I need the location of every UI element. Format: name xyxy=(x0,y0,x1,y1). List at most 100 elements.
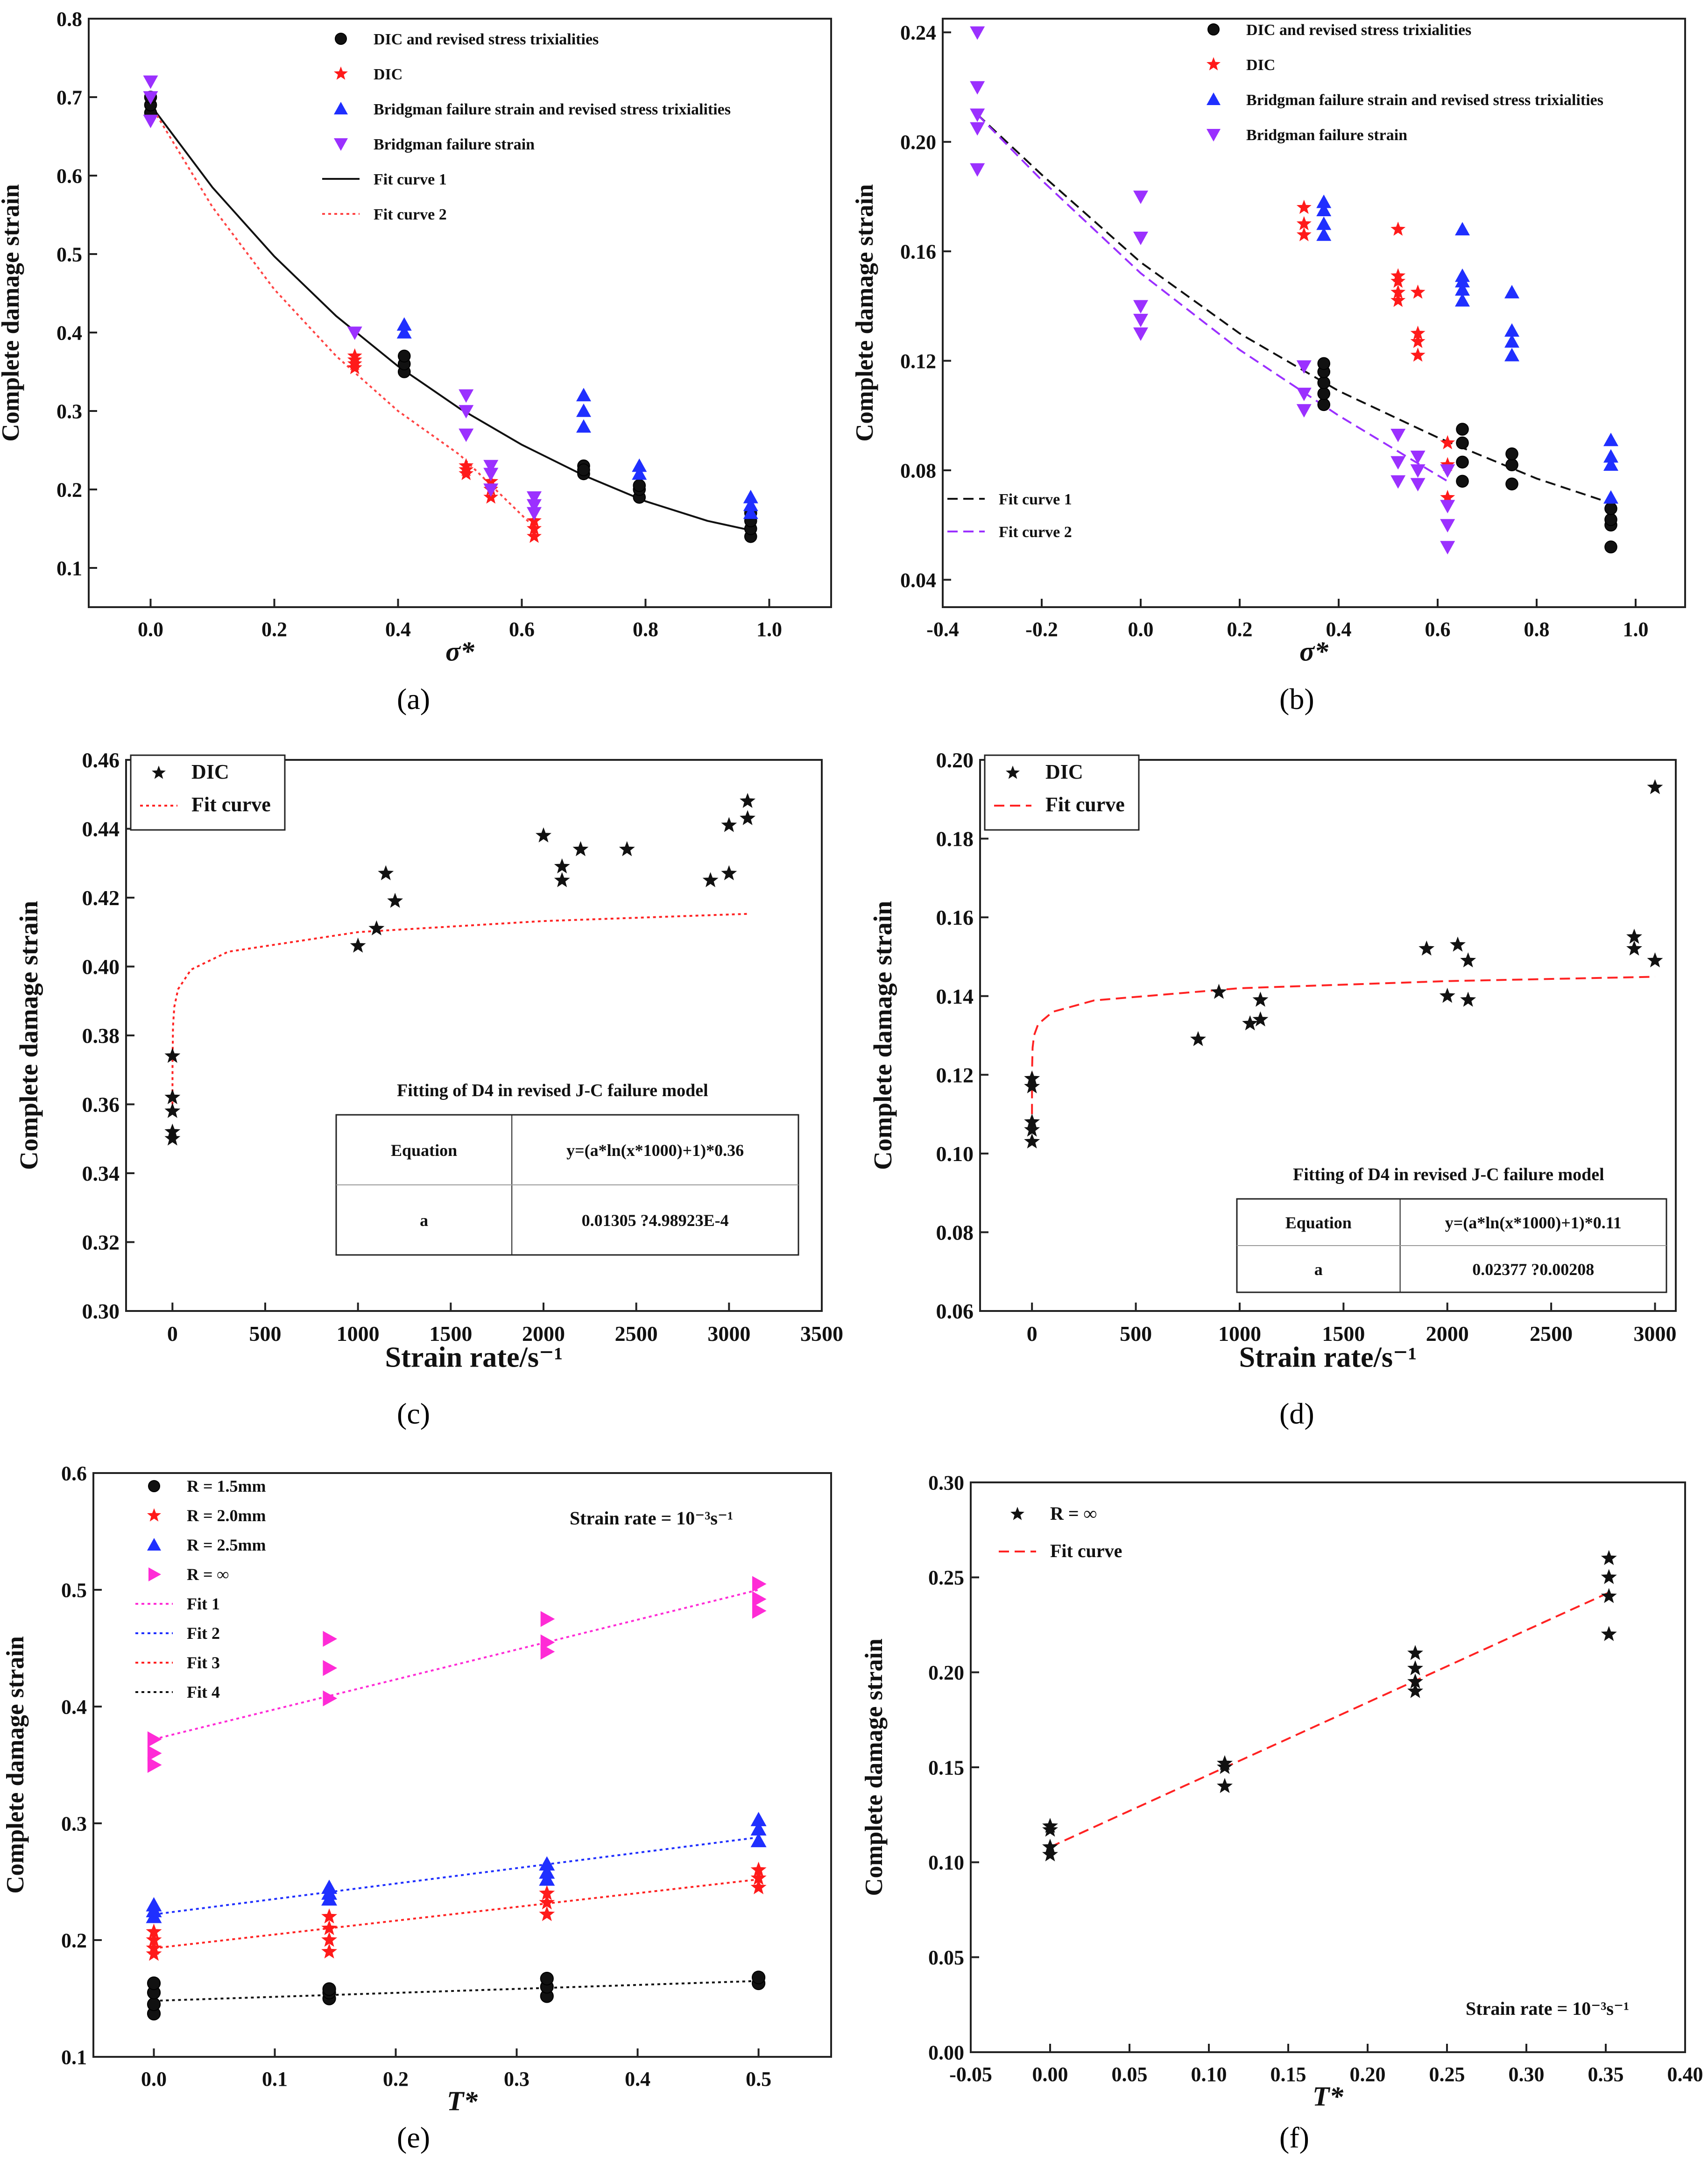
fit-line-fit-curve xyxy=(1031,976,1655,1114)
y-tick-label: 0.08 xyxy=(936,1221,974,1245)
x-tick-label: 0.15 xyxy=(1270,2063,1306,2086)
data-point-r-∞ xyxy=(1042,1846,1058,1862)
y-tick-label: 0.30 xyxy=(82,1299,120,1323)
x-tick-label: 1000 xyxy=(1218,1322,1261,1346)
data-point-dic xyxy=(1440,489,1455,504)
legend-item-bridgman-failure-strain-label: Bridgman failure strain xyxy=(374,136,535,153)
data-point-r-1-5mm xyxy=(322,1982,336,1996)
data-point-dic-and-revised-stress-trixialities xyxy=(577,463,590,476)
data-point-r-∞ xyxy=(1042,1838,1058,1854)
y-tick-label: 0.14 xyxy=(936,985,974,1008)
data-point-bridgman-failure-strain-and-revised-stress-trixialities xyxy=(576,404,591,417)
legend-item-fit-curve-label: Fit curve xyxy=(1045,793,1125,816)
data-point-bridgman-failure-strain xyxy=(1133,300,1148,314)
data-point-bridgman-failure-strain-and-revised-stress-trixialities xyxy=(576,419,591,433)
data-point-r-∞ xyxy=(1217,1755,1233,1771)
data-point-bridgman-failure-strain xyxy=(1440,464,1455,478)
x-tick-label: 0.00 xyxy=(1032,2063,1068,2086)
data-point-dic xyxy=(1211,984,1227,999)
x-tick-label: 0.2 xyxy=(1227,618,1253,641)
legend-item-dic-swatch xyxy=(152,765,166,779)
x-tick-label: 0.8 xyxy=(633,618,658,641)
data-point-r-2-0mm xyxy=(146,1946,162,1961)
data-point-bridgman-failure-strain xyxy=(1133,232,1148,245)
data-point-r-2-0mm xyxy=(146,1923,162,1939)
legend-item-dic-and-revised-stress-trixialities-swatch xyxy=(335,33,347,45)
panel-label-e: (e) xyxy=(397,2121,431,2154)
data-point-dic xyxy=(1024,1121,1040,1137)
data-point-dic xyxy=(368,920,385,935)
data-point-bridgman-failure-strain xyxy=(483,468,499,482)
data-point-bridgman-failure-strain xyxy=(143,91,158,105)
data-point-dic xyxy=(1252,992,1269,1007)
y-tick-label: 0.24 xyxy=(900,21,936,44)
data-point-bridgman-failure-strain xyxy=(1410,478,1426,492)
data-point-dic xyxy=(721,817,737,832)
fit-line-fit-3 xyxy=(154,1878,759,1949)
data-point-bridgman-failure-strain-and-revised-stress-trixialities xyxy=(743,497,758,511)
y-tick-label: 0.06 xyxy=(936,1299,974,1323)
data-point-bridgman-failure-strain xyxy=(1296,388,1312,401)
data-point-dic xyxy=(527,529,542,543)
x-tick-label: 0 xyxy=(167,1322,178,1346)
y-axis-label: Complete damage strain xyxy=(0,184,24,441)
data-point-bridgman-failure-strain xyxy=(970,108,985,122)
legend-item-dic-and-revised-stress-trixialities-label: DIC and revised stress trixialities xyxy=(1246,21,1471,39)
panel-f-chart: -0.05 0.00 0.05 0.10 0.15 0.20 0.25 0.30 0.35 0.4… xyxy=(861,1471,1703,2111)
x-tick-label: 0.05 xyxy=(1112,2063,1148,2086)
data-point-dic-and-revised-stress-trixialities xyxy=(1317,387,1331,400)
data-point-dic xyxy=(619,841,635,857)
data-point-bridgman-failure-strain xyxy=(347,326,362,340)
fit-line-fit-1 xyxy=(154,1589,759,1740)
y-tick-label: 0.04 xyxy=(900,569,936,592)
x-tick-label: 0.4 xyxy=(1326,618,1352,641)
legend-item-r--swatch xyxy=(1010,1507,1024,1520)
data-point-r-2-0mm xyxy=(146,1932,162,1947)
legend-item-r--label: R = ∞ xyxy=(1050,1503,1097,1524)
y-tick-label: 0.5 xyxy=(61,1579,87,1601)
data-point-dic xyxy=(1410,284,1426,299)
data-point-bridgman-failure-strain xyxy=(1296,404,1312,418)
data-point-r-∞ xyxy=(1217,1778,1233,1793)
plot-frame xyxy=(979,759,1677,1312)
data-point-dic xyxy=(164,1130,181,1146)
x-tick-label: 2000 xyxy=(1426,1322,1469,1346)
fit-line-fit-4 xyxy=(154,1980,759,2002)
y-tick-label: 0.16 xyxy=(900,241,936,263)
panel-e-chart: 0.0 0.1 0.2 0.3 0.4 0.5 0.1 0.2 0.3 0.4 0.5 0.6 T* Co… xyxy=(2,1462,832,2116)
x-axis-label: Strain rate/s⁻¹ xyxy=(385,1342,563,1374)
x-tick-label: 0.35 xyxy=(1588,2063,1624,2086)
data-point-r-∞ xyxy=(1601,1550,1617,1566)
data-point-bridgman-failure-strain xyxy=(459,405,474,418)
y-tick-label: 0.40 xyxy=(82,955,120,979)
data-point-dic-and-revised-stress-trixialities xyxy=(1505,447,1518,461)
x-tick-label: 0.8 xyxy=(1524,618,1550,641)
data-point-r-2-5mm xyxy=(750,1821,767,1836)
data-point-dic xyxy=(164,1123,181,1139)
legend-item-dic-label: DIC xyxy=(191,760,229,783)
legend-item-r-1-5mm-label: R = 1.5mm xyxy=(187,1477,266,1495)
data-point-bridgman-failure-strain-and-revised-stress-trixialities xyxy=(1455,282,1470,296)
y-tick-label: 0.08 xyxy=(900,459,936,482)
x-tick-label: 1.0 xyxy=(756,618,782,641)
legend-item-dic-and-revised-stress-trixialities-label: DIC and revised stress trixialities xyxy=(374,31,599,48)
plot-area xyxy=(146,1576,767,2021)
data-point-dic xyxy=(1647,779,1663,794)
data-point-dic xyxy=(1647,952,1663,968)
data-point-r-2-0mm xyxy=(750,1870,767,1885)
y-tick-label: 0.10 xyxy=(936,1142,974,1166)
x-tick-label: 0.2 xyxy=(383,2068,409,2090)
x-tick-label: 0.0 xyxy=(138,618,163,641)
data-point-dic xyxy=(1252,1011,1269,1027)
data-point-bridgman-failure-strain xyxy=(527,491,542,505)
y-tick-label: 0.10 xyxy=(928,1851,964,1874)
data-point-dic-and-revised-stress-trixialities xyxy=(1604,502,1617,515)
data-point-r-∞ xyxy=(323,1631,338,1647)
y-tick-label: 0.32 xyxy=(82,1231,120,1254)
x-tick-label: 3000 xyxy=(1634,1322,1677,1346)
fit-line-fit-curve-2 xyxy=(976,113,1448,482)
data-point-bridgman-failure-strain xyxy=(1440,500,1455,514)
data-point-r-∞ xyxy=(1407,1660,1423,1675)
data-point-bridgman-failure-strain-and-revised-stress-trixialities xyxy=(632,466,647,480)
data-point-r-∞ xyxy=(540,1634,555,1651)
